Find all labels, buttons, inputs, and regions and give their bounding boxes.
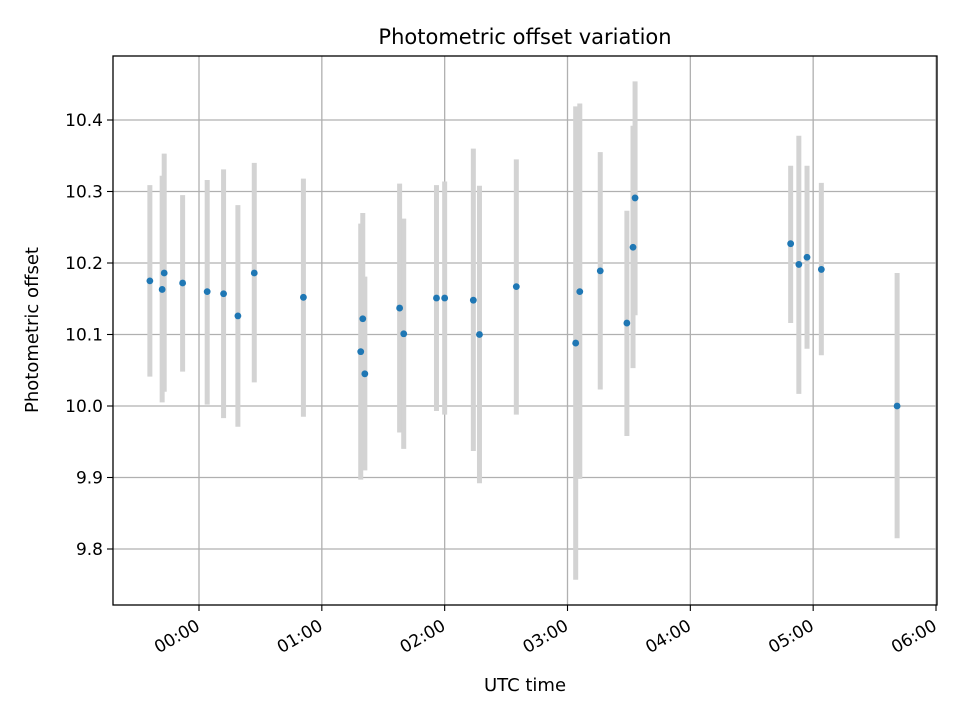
data-point: [469, 296, 477, 304]
data-point: [357, 348, 365, 356]
data-point: [400, 330, 408, 338]
chart-title: Photometric offset variation: [378, 25, 671, 49]
data-point: [631, 194, 639, 202]
y-tick-label: 10.0: [65, 397, 103, 417]
data-point: [441, 294, 449, 302]
data-point: [803, 253, 811, 261]
y-tick-label: 9.8: [76, 540, 103, 560]
data-point: [158, 286, 166, 293]
data-point: [476, 331, 483, 338]
data-point: [359, 315, 367, 323]
data-point: [817, 266, 825, 273]
y-tick-label: 10.2: [65, 254, 103, 274]
data-point: [572, 339, 580, 347]
plot-frame: [112, 55, 938, 606]
data-point: [220, 290, 227, 298]
data-point: [179, 279, 187, 287]
y-tick-label: 10.1: [65, 326, 103, 346]
data-point: [160, 269, 168, 277]
data-point: [250, 269, 258, 277]
data-points: [146, 194, 901, 410]
data-point: [623, 319, 631, 327]
data-point: [596, 267, 604, 275]
x-axis-label: UTC time: [484, 675, 566, 696]
data-point: [396, 304, 404, 312]
y-tick-label: 10.3: [65, 183, 103, 203]
data-point: [300, 293, 307, 301]
data-point: [234, 312, 242, 320]
data-point: [576, 288, 584, 295]
y-axis-label: Photometric offset: [22, 247, 43, 413]
data-point: [512, 283, 520, 290]
y-tick-label: 9.9: [76, 469, 103, 489]
data-point: [787, 240, 795, 248]
data-point: [146, 277, 154, 285]
data-point: [203, 288, 211, 295]
data-point: [795, 261, 803, 268]
data-point: [893, 402, 901, 410]
data-point: [433, 294, 440, 302]
y-tick-label: 10.4: [65, 111, 103, 131]
data-point: [629, 243, 637, 251]
data-point: [361, 370, 369, 378]
